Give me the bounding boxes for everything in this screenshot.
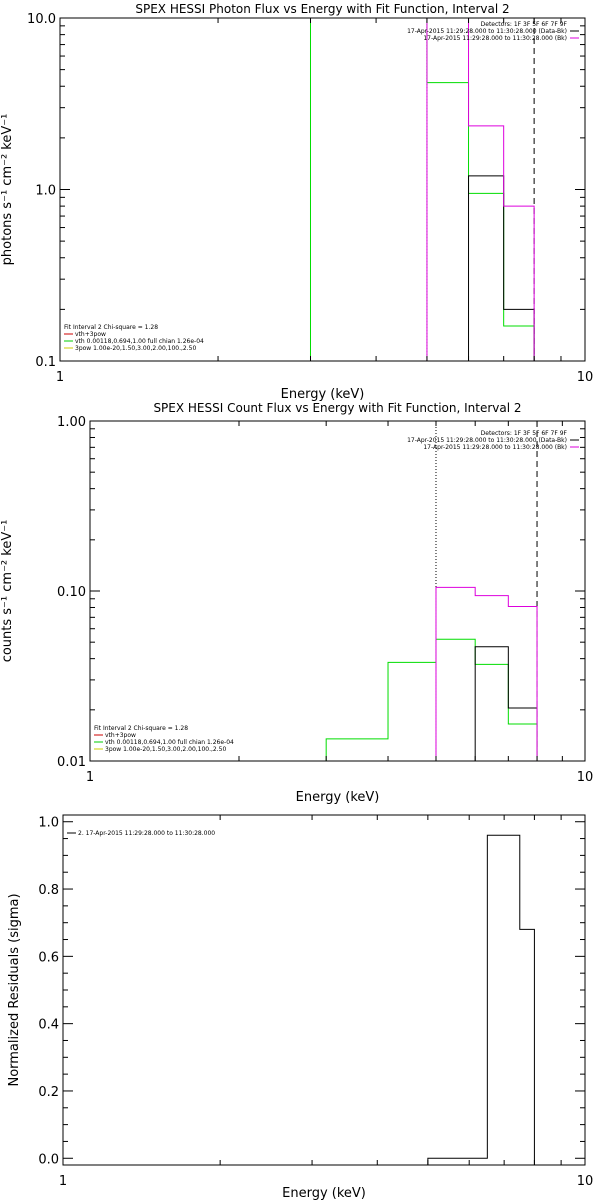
chart-title: SPEX HESSI Photon Flux vs Energy with Fi… xyxy=(135,2,509,16)
legend-text-line: 3pow 1.00e-20,1.50,3.00,2.00,100.,2.50 xyxy=(75,345,196,352)
header-text-line: 17-Apr-2015 11:29:28.000 to 11:30:28.000… xyxy=(423,35,567,42)
x-tick-label: 1 xyxy=(86,770,94,785)
y-axis-label: photons s⁻¹ cm⁻² keV⁻¹ xyxy=(0,114,15,266)
chart-title: SPEX HESSI Count Flux vs Energy with Fit… xyxy=(153,401,521,415)
series-1-step-line xyxy=(427,834,535,1165)
y-tick-label: 0.01 xyxy=(57,755,86,770)
y-tick-label: 0.4 xyxy=(38,1018,59,1033)
y-tick-label: 0.0 xyxy=(38,1152,59,1167)
y-tick-label: 1.00 xyxy=(57,415,86,430)
x-tick-label: 10 xyxy=(577,770,594,785)
header-text-line: 17-Apr-2015 11:29:28.000 to 11:30:28.000… xyxy=(407,437,567,444)
y-tick-label: 0.1 xyxy=(35,355,56,370)
legend-text-line: 3pow 1.00e-20,1.50,3.00,2.00,100.,2.50 xyxy=(105,746,226,753)
y-tick-label: 10.0 xyxy=(27,12,56,27)
x-axis-label: Energy (keV) xyxy=(282,1186,366,1200)
legend-text-line: 2. 17-Apr-2015 11:29:28.000 to 11:30:28.… xyxy=(78,830,215,837)
y-tick-label: 0.2 xyxy=(38,1085,59,1100)
x-tick-label: 1 xyxy=(56,370,64,385)
header-text-line: Detectors: 1F 3F 5F 6F 7F 9F xyxy=(481,21,568,28)
chart-panel-3: 1 10 0.0 0.2 0.4 0.6 0.8 1.0 Energy (keV) Normali… xyxy=(7,814,594,1200)
x-axis-label: Energy (keV) xyxy=(296,790,380,805)
x-tick-label: 1 xyxy=(59,1174,67,1189)
header-text-line: Detectors: 1F 3F 5F 6F 7F 9F xyxy=(481,430,568,437)
header-text-line: 17-Apr-2015 11:29:28.000 to 11:30:28.000… xyxy=(423,444,567,451)
chart-panel-1: SPEX HESSI Photon Flux vs Energy with Fi… xyxy=(0,2,593,402)
legend-text-line: vth+3pow xyxy=(105,732,136,739)
legend-text-line: Fit Interval 2 Chi-square = 1.28 xyxy=(94,725,188,732)
series-2-step-line xyxy=(474,646,538,761)
series-1-step-line xyxy=(325,638,538,761)
series-2-step-line xyxy=(468,175,535,361)
y-tick-label: 1.0 xyxy=(38,816,59,831)
plot-frame xyxy=(62,814,586,1166)
header-text-line: 17-Apr-2015 11:29:28.000 to 11:30:28.000… xyxy=(407,28,567,35)
chart-panel-2: SPEX HESSI Count Flux vs Energy with Fit… xyxy=(0,401,593,805)
y-axis-label: Normalized Residuals (sigma) xyxy=(7,893,22,1086)
legend-text-line: Fit Interval 2 Chi-square = 1.28 xyxy=(64,324,158,331)
plot-frame xyxy=(89,420,586,762)
y-axis-label: counts s⁻¹ cm⁻² keV⁻¹ xyxy=(0,520,15,663)
x-tick-label: 10 xyxy=(577,1174,594,1189)
y-tick-label: 0.8 xyxy=(38,883,59,898)
y-tick-label: 0.10 xyxy=(57,585,86,600)
x-tick-label: 10 xyxy=(577,370,594,385)
series-1-step-line xyxy=(309,18,535,361)
x-axis-label: Energy (keV) xyxy=(281,387,365,402)
legend-text-line: vth 0.00118,0.694,1.00 full chian 1.26e-… xyxy=(75,338,204,345)
y-tick-label: 0.6 xyxy=(38,950,59,965)
legend-text-line: vth+3pow xyxy=(75,331,106,338)
legend-text-line: vth 0.00118,0.694,1.00 full chian 1.26e-… xyxy=(105,739,234,746)
series-3-step-line xyxy=(426,18,535,361)
series-3-step-line xyxy=(435,586,538,761)
y-tick-label: 1.0 xyxy=(35,184,56,199)
